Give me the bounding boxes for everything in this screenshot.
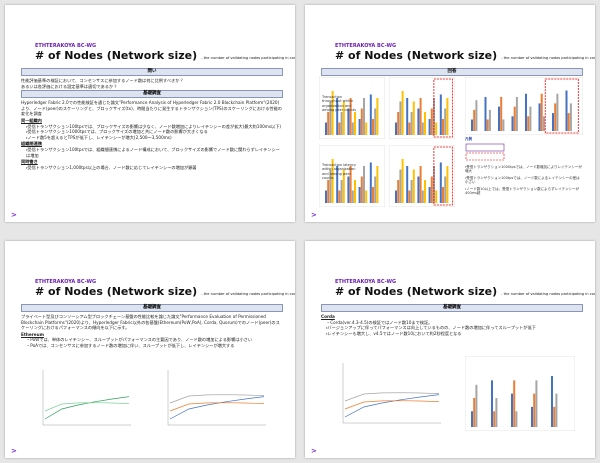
text-line: ・レイテンシーも増大し、v4.5ではノード数10において約2秒程度となる [326,330,462,336]
title-text: # of Nodes (Network size) [35,49,198,62]
text-line: ・バージョンアップに伴ってパフォーマンスは向上しているものの、ノード数の増加に伴… [326,325,536,331]
text-line: ・ノード数5を超えるとTPSが低下し、レイテンシーが増大(2,500～3,500… [26,134,172,140]
text-line: あるいは各評価における設定基準は適切であるか？ [21,83,118,89]
slide: ETHTERAKOYA BC-WG # of Nodes (Network siz… [305,5,595,222]
text-line: ・Corda(ver.4.3-4.5)の検証ではノード数10まで検証。 [326,319,433,325]
text-line: ・受信トランザクション1,000tps以上の場合、ノード数に応じてレイテンシーの… [26,164,197,170]
arrow: > [311,447,317,455]
figure [35,366,135,431]
text-line: Corda [321,314,335,319]
section-heading: 基礎調査 [21,90,283,99]
text-line: 同時書き [21,159,38,165]
title-text: # of Nodes (Network size) [335,49,498,62]
brand: ETHTERAKOYA BC-WG [335,43,397,49]
figure [465,356,575,431]
slide-title: # of Nodes (Network size) - the number of… [35,285,295,298]
text-line: 組織間連携 [21,141,42,147]
note: ・受信トランザクション100tpsでは、ノード数によるレイテンシーの差は小さい [465,176,580,185]
slide: ETHTERAKOYA BC-WG # of Nodes (Network siz… [305,241,595,458]
text-line: ・受信トランザクション100tpsでは、組織間連携によるノード構成において、ブロ… [26,146,280,158]
text-line: 性能評価基準の検証において、コンセンサスに参加するノード数は何に比例すべきか？ [21,78,184,83]
slide-body: 基礎調査プライベート型及びコンソーシアム型ブロックチェーン基盤の性能比較を論じた… [21,303,283,349]
legend-title: 凡例 [465,137,472,141]
arrow: > [11,447,17,455]
subtitle: - the number of validating nodes partici… [201,56,295,60]
slide-body: 回答 [321,67,583,78]
note: ・受信トランザクション1000tpsでは、ノード数増加によりレイテンシーが増大 [465,165,582,174]
arrow: > [311,211,317,219]
text-line: ・PoWでは、単体のレイテンシー、スループットがパフォーマンスの主要因であり、ノ… [26,337,253,343]
arrow: > [11,211,17,219]
slide-title: # of Nodes (Network size) - the number of… [335,285,595,298]
text-line: プライベート型及びコンソーシアム型ブロックチェーン基盤の性能比較を論じた論文"P… [21,314,280,331]
figure [335,359,445,429]
slide-title: # of Nodes (Network size) - the number of… [335,49,595,62]
text-line: Ethereum [21,331,44,337]
section-heading: 回答 [321,68,583,76]
slide: ETHTERAKOYA BC-WG # of Nodes (Network siz… [5,241,295,458]
subtitle: - the number of validating nodes partici… [501,56,595,60]
figure [465,143,505,161]
subtitle: - the number of validating nodes partici… [201,292,295,296]
brand: ETHTERAKOYA BC-WG [35,279,97,285]
figure [389,145,455,207]
figure [319,145,385,207]
text-line: ・受信トランザクション100tpsでは、ブロックサイズの影響は少なく、ノード数増… [26,123,282,129]
figure [160,366,270,431]
panel-label: Transaction latency within organization … [322,163,356,180]
title-text: # of Nodes (Network size) [35,285,198,298]
brand: ETHTERAKOYA BC-WG [35,43,97,49]
panel-label: Transaction throughput within organizati… [322,95,357,112]
text-line: 同一組織内 [21,117,42,123]
figure [389,77,455,139]
section-heading: 問い [21,68,283,76]
figure [319,77,385,139]
slide: ETHTERAKOYA BC-WG # of Nodes (Network siz… [5,5,295,222]
section-heading: 基礎調査 [21,304,283,312]
note: ・ノード数10以上では、受信トランザクション数によらずレイテンシーが400ms超 [465,187,580,196]
slide-body: 基礎調査 Corda ・Corda(ver.4.3-4.5)の検証ではノード数10ま… [321,303,583,336]
text-line: Hyperledger Fabric 2.0での性能検証を通じた論文"Perfo… [21,100,282,117]
text-line: ・受信トランザクション1000tpsでは、ブロックサイズの増加と共にノード数の影… [26,129,208,135]
slide-title: # of Nodes (Network size) - the number of… [35,49,295,62]
text-line: ・PoAでは、コンセンサスに参加するノード数の増加に伴い、スループットが低下し、… [26,342,235,348]
title-text: # of Nodes (Network size) [335,285,498,298]
section-heading: 基礎調査 [321,304,583,312]
subtitle: - the number of validating nodes partici… [501,292,595,296]
brand: ETHTERAKOYA BC-WG [335,279,397,285]
slide-body: 問い性能評価基準の検証において、コンセンサスに参加するノード数は何に比例すべきか… [21,67,283,170]
figure [465,77,583,135]
